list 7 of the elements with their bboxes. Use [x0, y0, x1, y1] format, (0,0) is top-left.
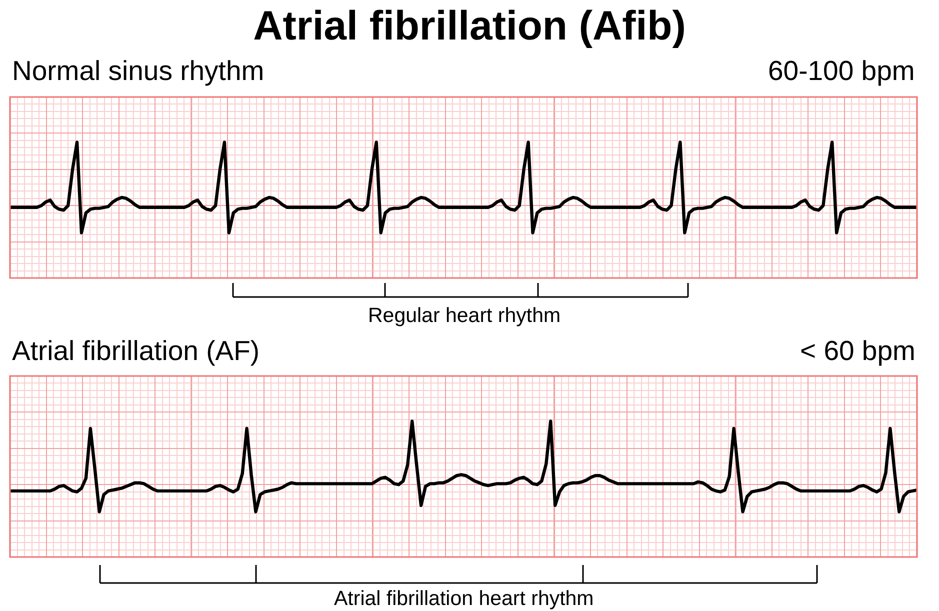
text: Regular heart rhythm [368, 304, 561, 327]
text: 60-100 bpm [768, 55, 915, 86]
chart-subtitle: Atrial fibrillation (AF) [12, 335, 260, 366]
text: Atrial fibrillation heart rhythm [334, 587, 594, 610]
chart-title: Atrial fibrillation (Afib) [253, 2, 686, 48]
text: < 60 bpm [800, 335, 916, 366]
chart-subtitle: Normal sinus rhythm [12, 55, 264, 86]
